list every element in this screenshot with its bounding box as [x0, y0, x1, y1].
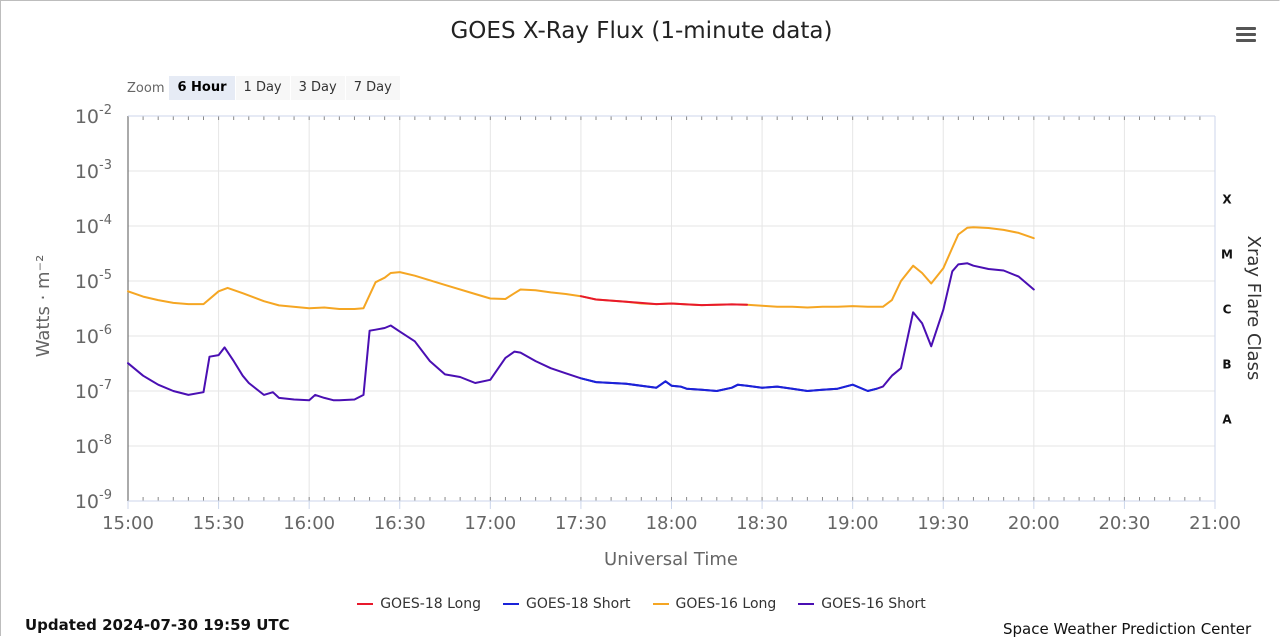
chart-title: GOES X-Ray Flux (1-minute data): [450, 18, 833, 44]
y-tick-label: 10-6: [75, 323, 112, 348]
y-tick-label: 10-2: [75, 103, 112, 128]
legend-label: GOES-18 Short: [526, 596, 631, 612]
x-tick-label: 17:30: [555, 513, 607, 534]
series-line-goes-18-short: [579, 377, 878, 392]
x-tick-label: 17:00: [464, 513, 516, 534]
x-tick-label: 16:00: [283, 513, 335, 534]
zoom-3-day-button[interactable]: 3 Day: [290, 76, 345, 100]
flare-class-axis-label: Xray Flare Class: [1243, 236, 1264, 381]
y-tick-label: 10-7: [75, 378, 112, 403]
y-tick-label: 10-8: [75, 433, 112, 458]
zoom-6-hour-button[interactable]: 6 Hour: [169, 76, 235, 100]
zoom-label: Zoom: [127, 80, 165, 96]
legend-item-goes-16-long[interactable]: GOES-16 Long: [652, 596, 777, 612]
y-tick-label: 10-9: [75, 488, 112, 513]
series-line-goes-16-short: [127, 262, 1035, 402]
zoom-1-day-button[interactable]: 1 Day: [235, 76, 290, 100]
x-tick-label: 18:00: [646, 513, 698, 534]
legend-swatch: [503, 603, 519, 605]
flare-class-label: X: [1222, 193, 1232, 207]
x-tick-label: 20:00: [1008, 513, 1060, 534]
flare-class-label: B: [1222, 358, 1231, 372]
x-tick-label: 19:00: [827, 513, 879, 534]
zoom-7-day-button[interactable]: 7 Day: [345, 76, 400, 100]
legend-item-goes-18-short[interactable]: GOES-18 Short: [503, 596, 631, 612]
y-axis-label: Watts · m⁻²: [33, 255, 54, 358]
x-tick-label: 20:30: [1098, 513, 1150, 534]
legend-label: GOES-16 Long: [675, 596, 777, 612]
legend-item-goes-16-short[interactable]: GOES-16 Short: [798, 596, 926, 612]
y-tick-label: 10-3: [75, 158, 112, 183]
flare-class-label: A: [1222, 413, 1232, 427]
flare-class-label: M: [1221, 248, 1233, 262]
credit-text: Space Weather Prediction Center: [1003, 620, 1252, 638]
x-tick-label: 15:00: [102, 513, 154, 534]
updated-timestamp: Updated 2024-07-30 19:59 UTC: [25, 616, 290, 634]
axes: 10-2 10-3 10-4 10-5 10-6 10-7 10-8 10-915:00 15:…: [75, 103, 1241, 534]
x-axis-label: Universal Time: [604, 549, 738, 570]
legend-swatch: [357, 603, 374, 605]
legend-item-goes-18-long[interactable]: GOES-18 Long: [357, 596, 481, 612]
series-lines: [127, 226, 1035, 402]
legend-swatch: [798, 603, 815, 605]
y-tick-label: 10-5: [75, 268, 112, 293]
zoom-selector: Zoom 6 Hour 1 Day 3 Day 7 Day: [127, 76, 401, 100]
y-tick-label: 10-4: [75, 213, 112, 238]
flare-class-label: C: [1223, 303, 1232, 317]
gridlines: [127, 115, 1216, 502]
legend: GOES-18 Long GOES-18 Short GOES-16 Long …: [0, 596, 1280, 612]
xray-flux-chart: 10-2 10-3 10-4 10-5 10-6 10-7 10-8 10-915:00 15:…: [33, 103, 1264, 570]
legend-label: GOES-16 Short: [821, 596, 926, 612]
x-tick-label: 16:30: [374, 513, 426, 534]
series-line-goes-18-long: [579, 295, 748, 307]
legend-swatch: [652, 603, 669, 605]
hamburger-menu-icon[interactable]: [1236, 27, 1256, 45]
x-tick-label: 21:00: [1189, 513, 1241, 534]
x-tick-label: 19:30: [917, 513, 969, 534]
x-tick-label: 18:30: [736, 513, 788, 534]
x-tick-label: 15:30: [193, 513, 245, 534]
legend-label: GOES-18 Long: [380, 596, 481, 612]
